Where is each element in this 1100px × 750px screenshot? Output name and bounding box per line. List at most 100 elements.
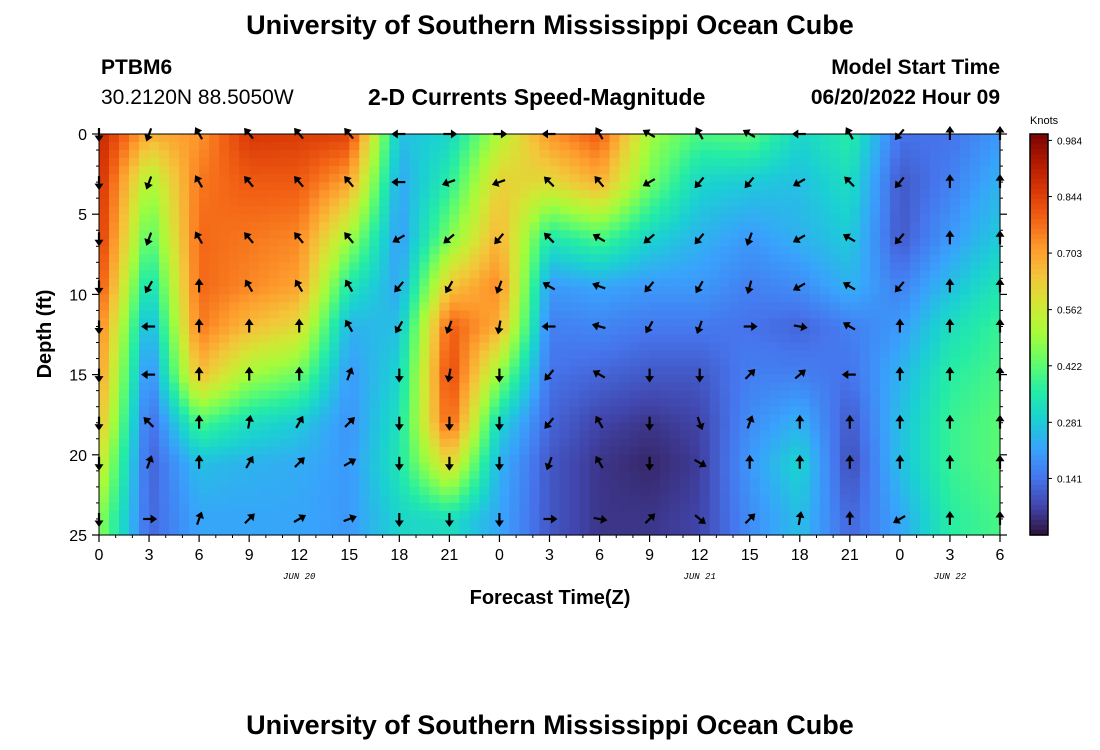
heatmap-cell (459, 358, 471, 368)
heatmap-cell (799, 134, 811, 143)
heatmap-cell (689, 366, 701, 376)
heatmap-cell (629, 230, 641, 239)
heatmap-cell (259, 414, 270, 424)
heatmap-cell (709, 510, 721, 520)
heatmap-cell (209, 182, 220, 191)
heatmap-cell (649, 374, 661, 384)
heatmap-cell (419, 334, 430, 344)
heatmap-cell (209, 406, 220, 416)
heatmap-cell (319, 366, 330, 376)
heatmap-cell (399, 518, 410, 528)
heatmap-cell (789, 430, 801, 440)
heatmap-cell (879, 326, 891, 336)
heatmap-cell (129, 366, 140, 376)
heatmap-cell (279, 470, 290, 480)
heatmap-cell (189, 350, 200, 360)
heatmap-cell (579, 486, 591, 496)
heatmap-cell (889, 246, 901, 255)
heatmap-cell (349, 182, 360, 191)
heatmap-cell (179, 358, 190, 368)
heatmap-cell (309, 302, 320, 312)
heatmap-cell (609, 222, 621, 231)
heatmap-cell (229, 158, 240, 167)
heatmap-cell (429, 398, 440, 408)
heatmap-cell (809, 166, 821, 175)
heatmap-cell (149, 286, 160, 295)
heatmap-cell (589, 326, 601, 336)
heatmap-cell (309, 502, 320, 512)
heatmap-cell (959, 494, 971, 504)
heatmap-cell (849, 446, 861, 456)
heatmap-cell (519, 310, 531, 320)
heatmap-cell (739, 302, 751, 312)
heatmap-cell (929, 382, 941, 392)
heatmap-cell (629, 342, 641, 352)
heatmap-cell (129, 374, 140, 384)
heatmap-cell (929, 422, 941, 432)
heatmap-cell (739, 278, 751, 287)
heatmap-cell (139, 454, 150, 464)
heatmap-cell (239, 182, 250, 191)
heatmap-cell (319, 334, 330, 344)
heatmap-cell (199, 294, 210, 304)
heatmap-cell (219, 494, 230, 504)
heatmap-cell (469, 134, 481, 143)
heatmap-cell (419, 406, 430, 416)
heatmap-cell (149, 166, 160, 175)
heatmap-cell (679, 414, 691, 424)
heatmap-cell (439, 230, 450, 239)
heatmap-cell (439, 486, 450, 496)
heatmap-cell (879, 334, 891, 344)
heatmap-cell (879, 310, 891, 320)
heatmap-cell (739, 446, 751, 456)
heatmap-cell (659, 406, 671, 416)
heatmap-cell (459, 310, 471, 320)
heatmap-cell (839, 326, 851, 336)
heatmap-cell (149, 374, 160, 384)
heatmap-cell (159, 494, 170, 504)
heatmap-cell (389, 422, 400, 432)
heatmap-cell (189, 486, 200, 496)
heatmap-cell (839, 238, 851, 247)
heatmap-cell (349, 374, 360, 384)
heatmap-cell (619, 310, 631, 320)
heatmap-cell (299, 158, 310, 167)
heatmap-cell (799, 302, 811, 312)
heatmap-cell (599, 238, 611, 247)
heatmap-cell (829, 166, 841, 175)
heatmap-cell (969, 334, 981, 344)
heatmap-cell (879, 526, 891, 536)
heatmap-cell (119, 150, 130, 159)
heatmap-cell (889, 478, 901, 488)
heatmap-cell (919, 406, 931, 416)
heatmap-cell (179, 158, 190, 167)
heatmap-cell (919, 374, 931, 384)
heatmap-cell (719, 246, 731, 255)
heatmap-cell (139, 142, 150, 151)
heatmap-cell (269, 286, 280, 295)
heatmap-cell (199, 286, 210, 295)
heatmap-cell (469, 358, 481, 368)
heatmap-cell (419, 142, 430, 151)
heatmap-cell (369, 174, 380, 183)
heatmap-cell (989, 406, 1001, 416)
heatmap-cell (759, 486, 771, 496)
heatmap-cell (929, 326, 941, 336)
heatmap-cell (429, 262, 440, 271)
heatmap-cell (749, 414, 761, 424)
current-arrow (694, 232, 705, 245)
heatmap-cell (659, 254, 671, 263)
heatmap-cell (499, 134, 511, 143)
heatmap-cell (309, 350, 320, 360)
heatmap-cell (439, 470, 450, 480)
heatmap-cell (249, 382, 260, 392)
heatmap-cell (679, 446, 691, 456)
heatmap-cell (809, 398, 821, 408)
heatmap-cell (829, 454, 841, 464)
heatmap-cell (499, 230, 511, 239)
heatmap-cell (149, 134, 160, 143)
heatmap-cell (449, 374, 460, 384)
heatmap-cell (299, 294, 310, 304)
heatmap-cell (199, 422, 210, 432)
heatmap-cell (119, 166, 130, 175)
